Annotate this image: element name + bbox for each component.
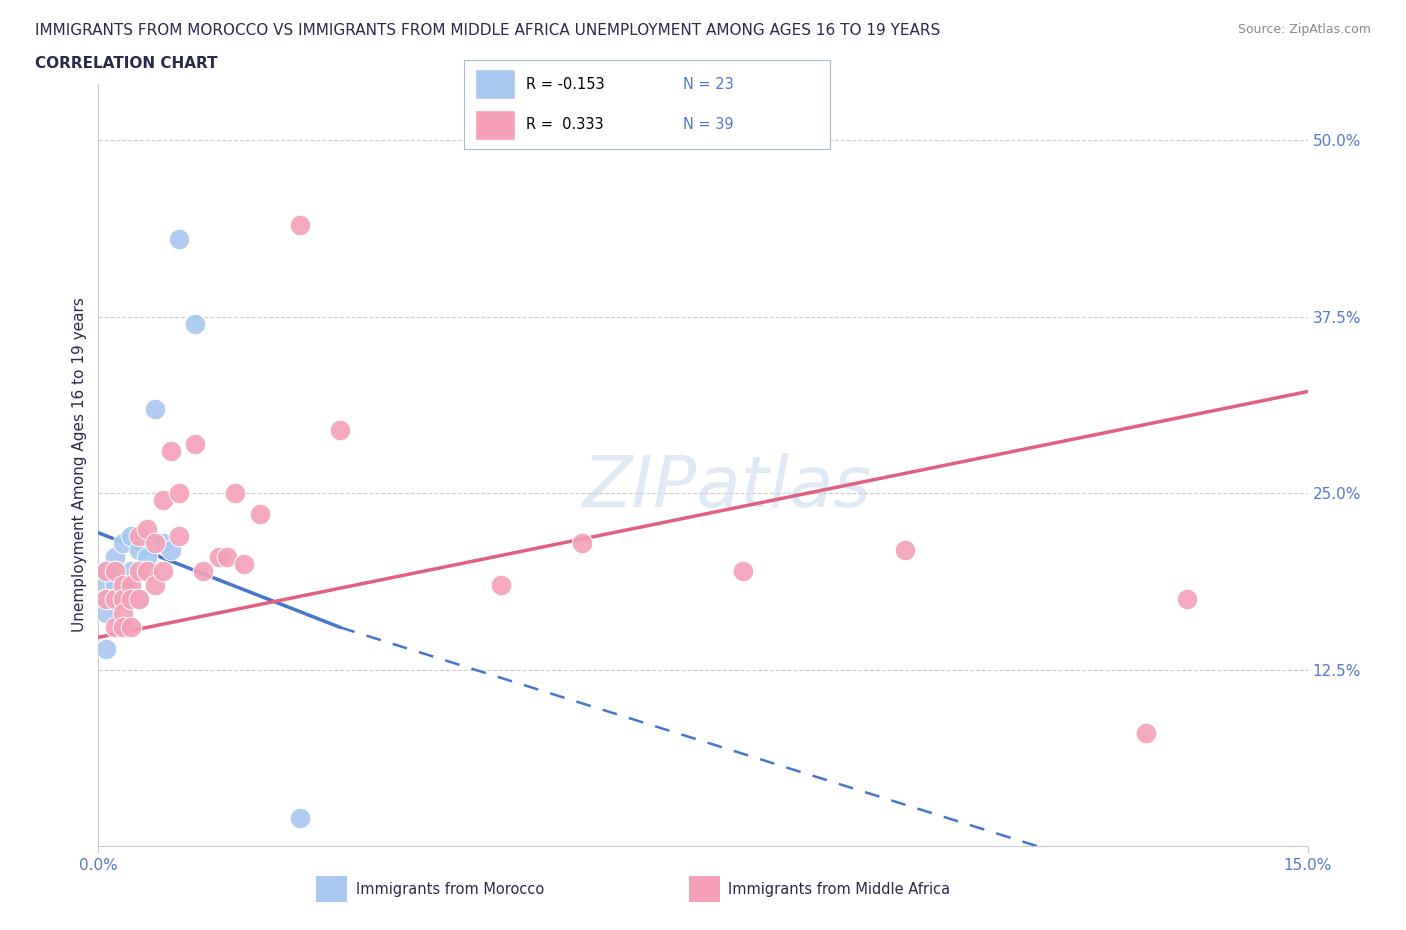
- Point: [96, 591, 118, 606]
- Point: [184, 436, 207, 451]
- Point: [128, 564, 150, 578]
- Point: [1135, 726, 1157, 741]
- Text: N = 39: N = 39: [683, 117, 734, 132]
- Point: [111, 578, 134, 592]
- Point: [111, 591, 134, 606]
- FancyBboxPatch shape: [475, 70, 515, 100]
- Text: IMMIGRANTS FROM MOROCCO VS IMMIGRANTS FROM MIDDLE AFRICA UNEMPLOYMENT AMONG AGES: IMMIGRANTS FROM MOROCCO VS IMMIGRANTS FR…: [35, 23, 941, 38]
- Point: [120, 578, 142, 592]
- Point: [160, 444, 183, 458]
- Point: [1175, 591, 1198, 606]
- Point: [152, 493, 174, 508]
- Point: [111, 536, 134, 551]
- Point: [167, 528, 190, 543]
- Point: [733, 564, 755, 578]
- Point: [111, 605, 134, 620]
- Text: ZIPatlas: ZIPatlas: [582, 454, 872, 523]
- Point: [184, 316, 207, 331]
- Point: [96, 591, 118, 606]
- Point: [128, 591, 150, 606]
- Point: [96, 564, 118, 578]
- Point: [103, 564, 125, 578]
- Point: [103, 564, 125, 578]
- Point: [249, 507, 271, 522]
- Point: [120, 620, 142, 635]
- Text: Immigrants from Middle Africa: Immigrants from Middle Africa: [728, 882, 950, 897]
- Point: [571, 536, 593, 551]
- Point: [120, 564, 142, 578]
- Point: [893, 542, 915, 557]
- Point: [96, 578, 118, 592]
- Point: [152, 536, 174, 551]
- Point: [491, 578, 513, 592]
- Point: [128, 528, 150, 543]
- Point: [135, 564, 157, 578]
- Point: [135, 550, 157, 565]
- Point: [224, 485, 246, 500]
- Point: [167, 232, 190, 246]
- Point: [103, 620, 125, 635]
- Point: [160, 542, 183, 557]
- Point: [217, 550, 239, 565]
- Point: [329, 422, 352, 437]
- Text: N = 23: N = 23: [683, 77, 734, 92]
- Point: [103, 578, 125, 592]
- Point: [120, 591, 142, 606]
- Point: [111, 591, 134, 606]
- Point: [167, 485, 190, 500]
- Point: [111, 570, 134, 585]
- Point: [208, 550, 231, 565]
- Text: CORRELATION CHART: CORRELATION CHART: [35, 56, 218, 71]
- Point: [120, 528, 142, 543]
- Point: [288, 811, 311, 826]
- Text: Source: ZipAtlas.com: Source: ZipAtlas.com: [1237, 23, 1371, 36]
- Text: R =  0.333: R = 0.333: [526, 117, 603, 132]
- Point: [143, 401, 166, 416]
- Point: [128, 591, 150, 606]
- Point: [111, 620, 134, 635]
- Point: [103, 550, 125, 565]
- Point: [96, 641, 118, 656]
- Y-axis label: Unemployment Among Ages 16 to 19 years: Unemployment Among Ages 16 to 19 years: [72, 298, 87, 632]
- FancyBboxPatch shape: [475, 110, 515, 140]
- Point: [193, 564, 215, 578]
- Text: R = -0.153: R = -0.153: [526, 77, 605, 92]
- Point: [143, 578, 166, 592]
- Point: [96, 605, 118, 620]
- Point: [232, 556, 254, 571]
- Point: [103, 591, 125, 606]
- Point: [143, 536, 166, 551]
- Point: [96, 564, 118, 578]
- Text: Immigrants from Morocco: Immigrants from Morocco: [356, 882, 544, 897]
- Point: [135, 521, 157, 536]
- Point: [128, 542, 150, 557]
- Point: [103, 591, 125, 606]
- Point: [288, 218, 311, 232]
- Point: [152, 564, 174, 578]
